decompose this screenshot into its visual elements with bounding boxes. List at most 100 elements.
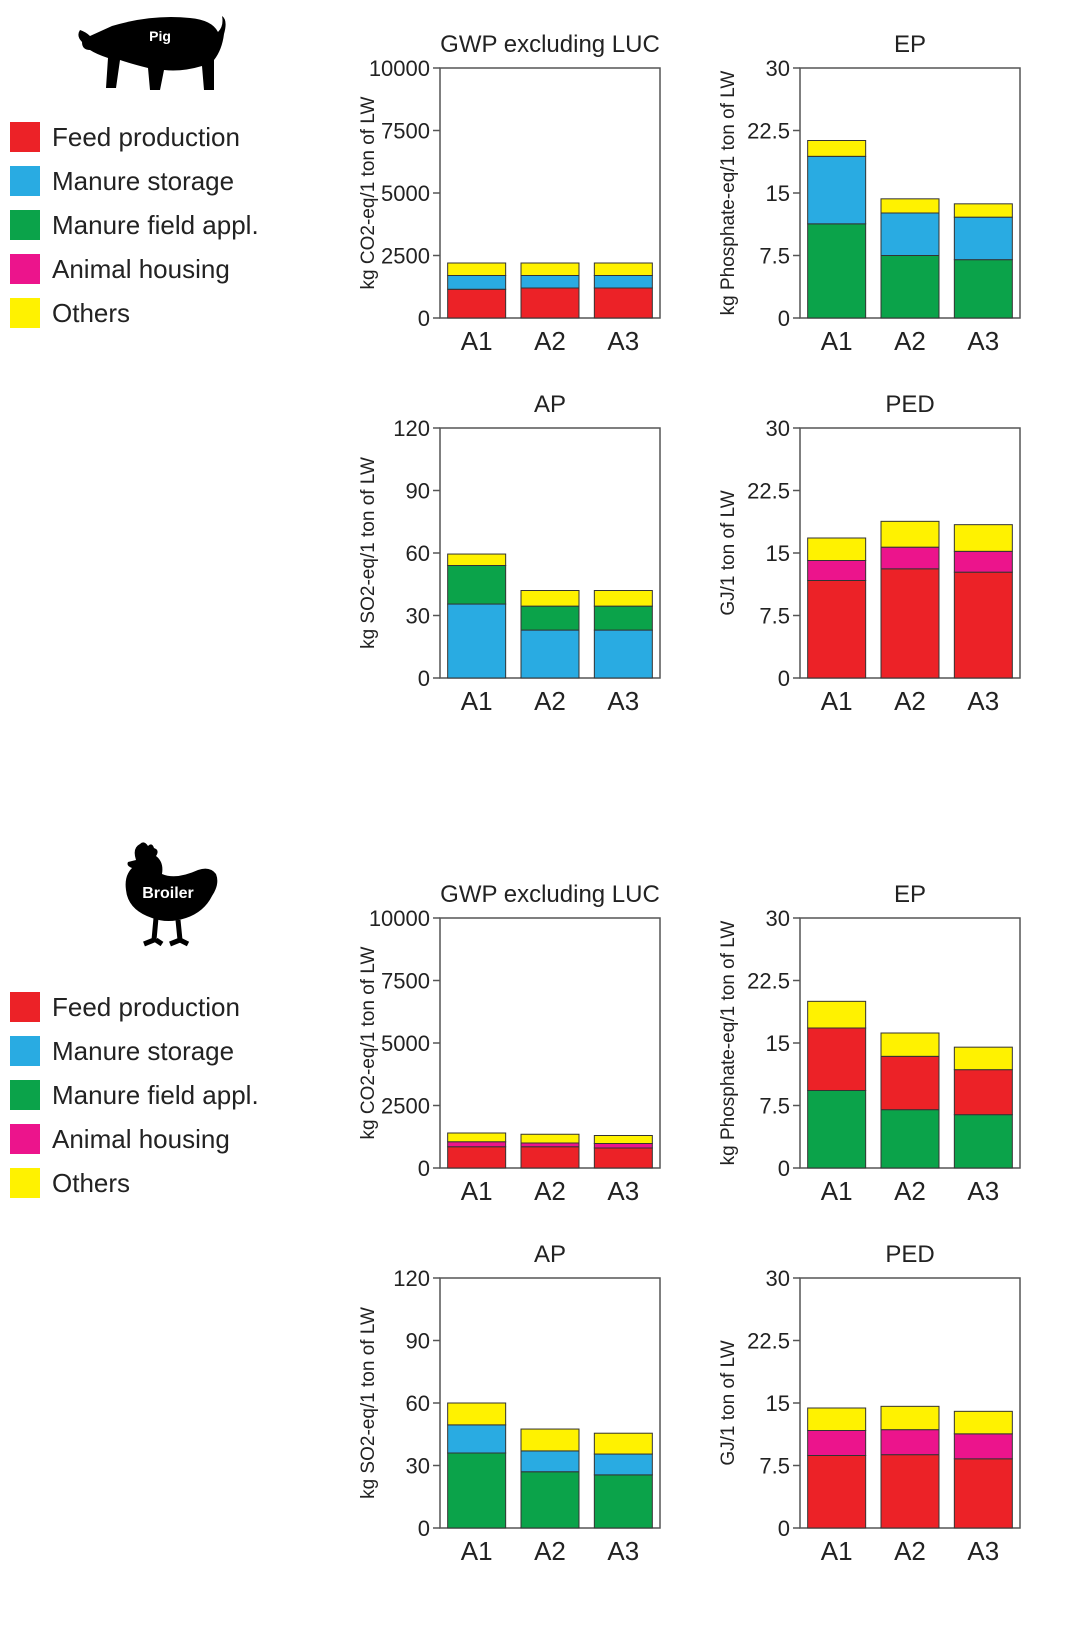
bar-segment xyxy=(593,1474,653,1529)
x-tick-label: A3 xyxy=(967,686,999,716)
y-tick-label: 10000 xyxy=(369,56,430,81)
legend: Feed production Manure storage Manure fi… xyxy=(10,120,310,340)
bar-segment xyxy=(880,1109,940,1169)
x-tick-label: A3 xyxy=(967,1536,999,1566)
legend-swatch xyxy=(10,1124,40,1154)
legend-swatch xyxy=(10,1168,40,1198)
legend-label: Feed production xyxy=(52,121,240,152)
chart-title: EP xyxy=(894,31,926,58)
legend-swatch xyxy=(10,1036,40,1066)
y-tick-label: 15 xyxy=(766,1031,790,1056)
legend-label: Manure field appl. xyxy=(52,209,259,240)
legend-swatch xyxy=(10,254,40,284)
x-tick-label: A2 xyxy=(534,326,566,356)
y-tick-label: 10000 xyxy=(369,906,430,931)
bar-segment xyxy=(593,605,653,631)
bar-segment xyxy=(520,1471,580,1529)
legend-label: Animal housing xyxy=(52,1123,230,1154)
bar-segment xyxy=(807,560,867,581)
y-tick-label: 30 xyxy=(766,416,790,441)
legend-item: Manure field appl. xyxy=(10,208,259,242)
chart-title: AP xyxy=(534,391,566,418)
y-tick-label: 7.5 xyxy=(759,604,790,629)
bar-segment xyxy=(447,262,507,276)
y-tick-label: 15 xyxy=(766,541,790,566)
bar-segment xyxy=(953,1069,1013,1116)
bar-segment xyxy=(880,520,940,548)
legend-label: Manure storage xyxy=(52,165,235,196)
y-tick-label: 30 xyxy=(766,1266,790,1291)
chart-title: GWP excluding LUC xyxy=(440,881,660,908)
chart-panel: AP 0 30 60 90 120 kg SO2-eq/1 ton of LW A1 A2 A3 xyxy=(358,1241,661,1566)
bar-segment xyxy=(447,1141,507,1148)
legend: Feed production Manure storage Manure fi… xyxy=(10,990,310,1210)
legend-swatch xyxy=(10,992,40,1022)
y-axis-label: kg SO2-eq/1 ton of LW xyxy=(358,1307,379,1499)
y-tick-label: 22.5 xyxy=(747,1329,790,1354)
y-tick-label: 0 xyxy=(778,1516,790,1541)
bar-segment xyxy=(807,580,867,679)
legend-label: Animal housing xyxy=(52,253,230,284)
bar-segment xyxy=(880,1429,940,1456)
y-tick-label: 0 xyxy=(778,666,790,691)
bar-segment xyxy=(807,1090,867,1169)
pig-silhouette-icon: Pig xyxy=(78,16,226,90)
bar-segment xyxy=(447,1132,507,1143)
bar-segment xyxy=(447,565,507,605)
chart-panel: PED 0 7.5 15 22.5 30 GJ/1 ton of LW A1 A2 A3 xyxy=(718,391,1021,716)
bar-segment xyxy=(593,1143,653,1149)
bar-segment xyxy=(953,259,1013,319)
chart-panel: EP 0 7.5 15 22.5 30 kg Phosphate-eq/1 ton of L… xyxy=(718,881,1021,1206)
legend-item: Manure storage xyxy=(10,164,234,198)
bar-segment xyxy=(520,1450,580,1473)
legend-swatch xyxy=(10,122,40,152)
y-axis-label: GJ/1 ton of LW xyxy=(718,1340,739,1465)
bar-segment xyxy=(953,1458,1013,1529)
chart-title: PED xyxy=(885,391,934,418)
bar-segment xyxy=(593,262,653,276)
legend-swatch xyxy=(10,166,40,196)
y-tick-label: 7500 xyxy=(381,969,430,994)
bar-segment xyxy=(807,537,867,561)
bar-segment xyxy=(447,603,507,679)
bar-segment xyxy=(520,1142,580,1148)
y-tick-label: 90 xyxy=(406,479,430,504)
y-tick-label: 7.5 xyxy=(759,1454,790,1479)
bar-segment xyxy=(880,1032,940,1057)
bar-segment xyxy=(953,1433,1013,1460)
chart-panel: PED 0 7.5 15 22.5 30 GJ/1 ton of LW A1 A2 A3 xyxy=(718,1241,1021,1566)
bar-segment xyxy=(447,1146,507,1169)
bar-segment xyxy=(520,629,580,679)
x-tick-label: A2 xyxy=(534,1536,566,1566)
y-tick-label: 5000 xyxy=(381,181,430,206)
x-tick-label: A1 xyxy=(821,686,853,716)
y-tick-label: 120 xyxy=(393,416,430,441)
legend-label: Manure field appl. xyxy=(52,1079,259,1110)
legend-label: Others xyxy=(52,1167,131,1198)
bar-segment xyxy=(807,155,867,225)
x-tick-label: A1 xyxy=(461,326,493,356)
bar-segment xyxy=(447,553,507,567)
y-tick-label: 5000 xyxy=(381,1031,430,1056)
chart-panel: EP 0 7.5 15 22.5 30 kg Phosphate-eq/1 ton of L… xyxy=(718,31,1021,356)
y-tick-label: 7.5 xyxy=(759,244,790,269)
bar-segment xyxy=(953,1114,1013,1169)
bar-segment xyxy=(447,1452,507,1529)
bar-segment xyxy=(880,1454,940,1529)
plot-frame xyxy=(439,917,661,1169)
legend-item: Feed production xyxy=(10,120,240,154)
x-tick-label: A1 xyxy=(461,1176,493,1206)
y-tick-label: 90 xyxy=(406,1329,430,1354)
bar-segment xyxy=(520,1146,580,1169)
legend-item: Manure storage xyxy=(10,1034,234,1068)
legend-item: Feed production xyxy=(10,990,240,1024)
x-tick-label: A3 xyxy=(967,1176,999,1206)
y-axis-label: kg Phosphate-eq/1 ton of LW xyxy=(718,71,739,316)
bar-segment xyxy=(593,590,653,607)
y-axis-label: GJ/1 ton of LW xyxy=(718,490,739,615)
y-tick-label: 0 xyxy=(418,306,430,331)
y-tick-label: 0 xyxy=(418,666,430,691)
bar-segment xyxy=(807,223,867,319)
bar-segment xyxy=(520,1428,580,1452)
bar-segment xyxy=(880,1405,940,1431)
